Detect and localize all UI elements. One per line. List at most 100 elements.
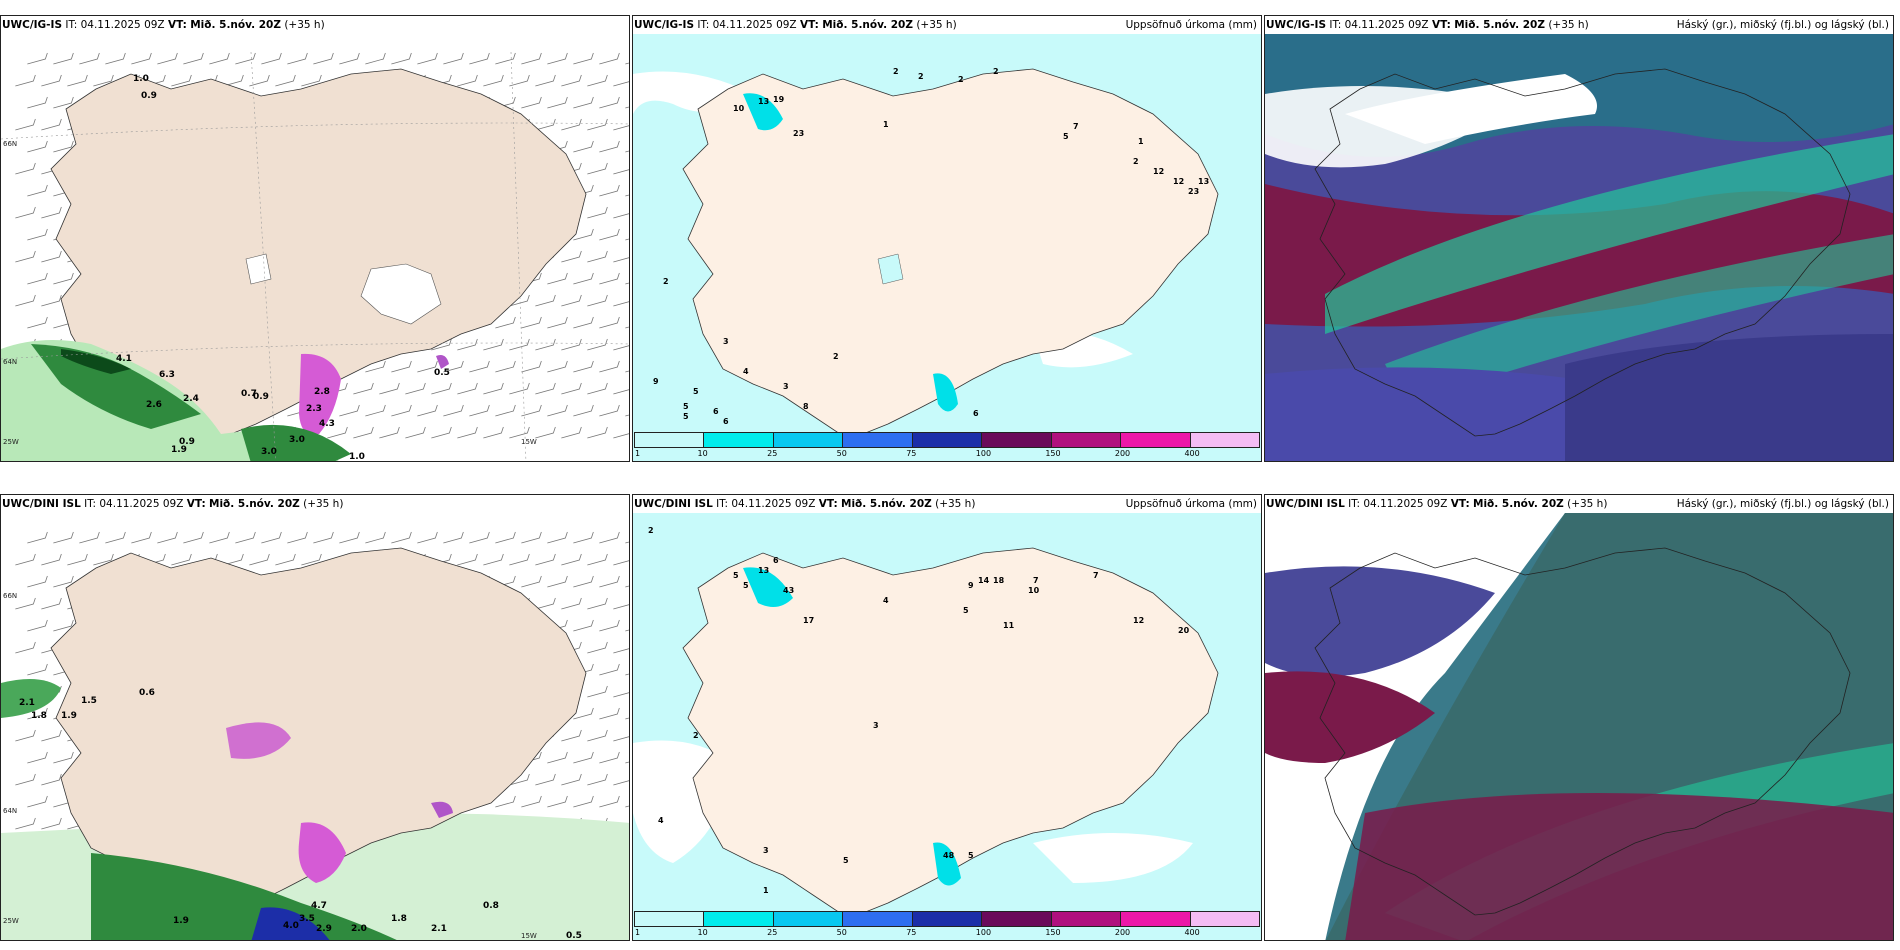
precip-value: 1	[883, 120, 889, 129]
precip-label: 4.3	[319, 419, 335, 429]
wind-barb	[27, 96, 48, 109]
wind-barb	[587, 597, 608, 610]
colorbar-swatch	[982, 433, 1052, 447]
wind-barb	[521, 795, 542, 808]
wind-barb	[15, 162, 36, 175]
precip-value: 3	[763, 846, 769, 855]
wind-barb	[573, 228, 594, 241]
wind-barb	[535, 553, 556, 566]
wind-barb	[587, 206, 608, 219]
wind-barb	[53, 272, 74, 285]
wind-map: 66N 64N 25W 15W 4.1 6.3 2.6 2.4 0.7 0.9 …	[1, 34, 629, 461]
wind-barb	[483, 382, 504, 395]
precip-value: 10	[1028, 586, 1040, 595]
wind-barb	[495, 360, 516, 373]
wind-barb	[483, 553, 504, 566]
wind-barb	[561, 118, 582, 131]
wind-barb	[261, 52, 282, 65]
wind-barb	[405, 382, 426, 395]
wind-barb	[587, 382, 608, 395]
wind-barb	[613, 345, 629, 351]
wind-barb	[27, 140, 48, 153]
wind-barb	[365, 52, 386, 65]
precip-value: 14	[978, 576, 990, 585]
colorbar-tick: 75	[906, 449, 917, 458]
wind-barb	[599, 360, 620, 373]
wind-barb	[131, 531, 152, 544]
precip-label: 0.5	[566, 931, 582, 941]
wind-barb	[27, 575, 48, 588]
wind-barb	[443, 360, 464, 373]
wind-barb	[53, 751, 74, 764]
wind-barb	[301, 74, 322, 87]
wind-barb	[613, 81, 629, 87]
wind-barb	[495, 531, 516, 544]
wind-barb	[573, 316, 594, 329]
precip-value: 6	[973, 409, 979, 418]
wind-barb	[547, 272, 568, 285]
wind-barb	[547, 404, 568, 417]
wind-barb	[287, 52, 308, 65]
wind-barb	[15, 294, 36, 307]
wind-barb	[521, 360, 542, 373]
precip-value: 13	[758, 97, 769, 106]
wind-barb	[41, 118, 62, 131]
wind-barb	[41, 817, 62, 830]
colorbar-swatch	[704, 912, 774, 926]
panel-title: UWC/DINI ISL IT: 04.11.2025 09Z VT: Mið.…	[1266, 498, 1608, 510]
precip-value: 5	[843, 856, 849, 865]
wind-barb	[379, 426, 400, 439]
lon-label: 15W	[521, 438, 537, 446]
wind-barb	[209, 531, 230, 544]
colorbar-tick: 200	[1114, 928, 1131, 937]
wind-barb	[573, 272, 594, 285]
colorbar-swatch	[912, 433, 983, 447]
wind-barb	[15, 773, 36, 786]
wind-barb	[613, 560, 629, 566]
wind-barb	[365, 404, 386, 417]
wind-barb	[509, 74, 530, 87]
wind-barb	[313, 531, 334, 544]
colorbar-legend: 1 10 25 50 75 100 150 200 400	[634, 432, 1260, 460]
wind-barb	[67, 74, 88, 87]
colorbar-tick: 100	[975, 449, 992, 458]
wind-barb	[405, 426, 426, 439]
wind-barb	[223, 74, 244, 87]
wind-barb	[547, 96, 568, 109]
wind-barb	[365, 360, 386, 373]
colorbar-tick: 400	[1184, 449, 1200, 458]
wind-barb	[275, 74, 296, 87]
wind-barb	[27, 184, 48, 197]
colorbar-tick: 100	[975, 928, 992, 937]
wind-barb	[27, 228, 48, 241]
precip-value: 48	[943, 851, 955, 860]
wind-barb	[613, 648, 629, 654]
wind-barb	[573, 619, 594, 632]
colorbar-tick: 1	[635, 928, 641, 937]
wind-barb	[469, 404, 490, 417]
wind-barb	[27, 316, 48, 329]
wind-barb	[613, 780, 629, 786]
wind-barb	[53, 531, 74, 544]
cloud-map	[1265, 34, 1893, 461]
wind-barb	[391, 531, 412, 544]
wind-barb	[431, 426, 452, 439]
colorbar-tick: 10	[697, 449, 708, 458]
wind-barb	[613, 604, 629, 610]
wind-barb	[587, 338, 608, 351]
precip-label: 1.0	[133, 74, 149, 84]
precip-value: 4	[743, 367, 749, 376]
wind-barb	[417, 360, 438, 373]
wind-barb	[599, 575, 620, 588]
wind-barb	[27, 795, 48, 808]
wind-barb	[561, 426, 582, 439]
colorbar-tick: 200	[1114, 449, 1131, 458]
wind-barb	[547, 575, 568, 588]
precip-label: 0.8	[483, 901, 499, 911]
precip-value: 4	[883, 596, 889, 605]
precip-value: 20	[1178, 626, 1190, 635]
panel-subtitle: Háský (gr.), miðský (fj.bl.) og lágský (…	[1676, 19, 1889, 31]
colorbar-legend: 1 10 25 50 75 100 150 200 400	[634, 911, 1260, 939]
wind-barb	[431, 382, 452, 395]
wind-barb	[587, 162, 608, 175]
